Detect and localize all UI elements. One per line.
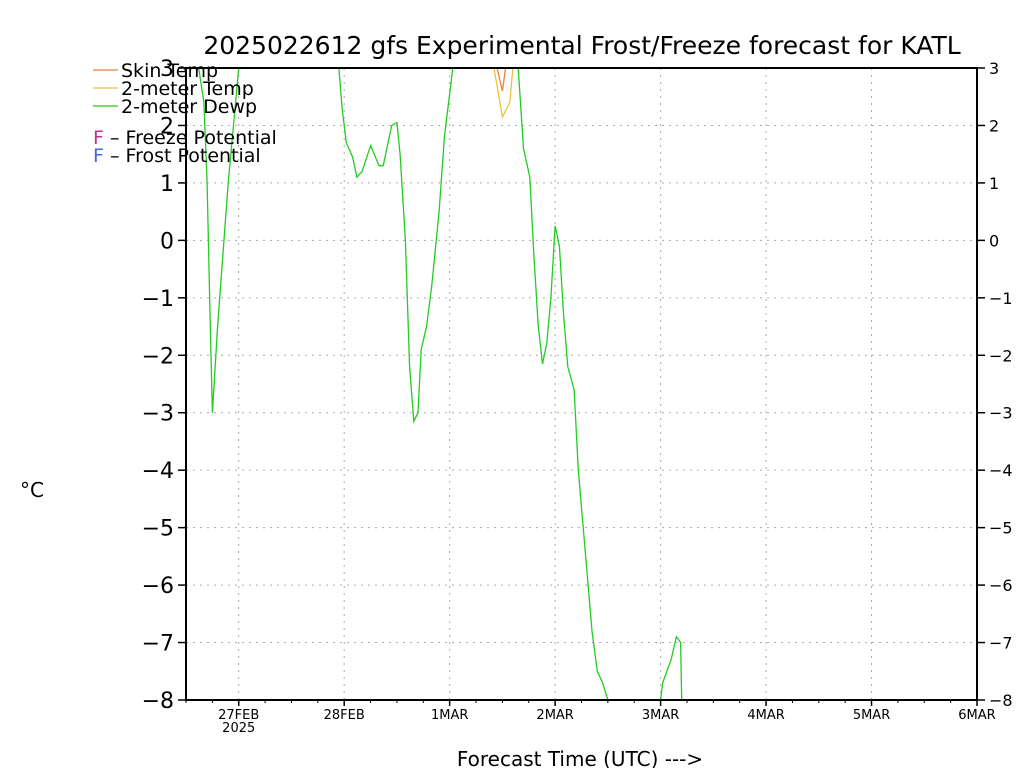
potential-legend-text: – Freeze Potential [104, 127, 277, 149]
x-tick-label: 6MAR [958, 708, 995, 723]
y-tick-label-right: −8 [989, 691, 1013, 710]
x-tick-label: 3MAR [642, 708, 679, 723]
x-tick-label: 2MAR [536, 708, 573, 723]
series-line-skin-temp [496, 68, 507, 92]
y-tick-label: 1 [160, 172, 174, 197]
potential-legend-letter: F [93, 127, 104, 149]
y-tick-label-right: −4 [989, 461, 1013, 480]
legend-entry: 2-meter Temp [121, 78, 254, 100]
plot-frame [185, 67, 978, 701]
x-tick-label: 1MAR [431, 708, 468, 723]
x-tick-label: 4MAR [747, 708, 784, 723]
y-tick-label-right: 0 [989, 231, 999, 250]
chart-title: 2025022612 gfs Experimental Frost/Freeze… [203, 31, 960, 60]
series-line-2-meter-dewp [338, 68, 454, 424]
series-line-2-meter-dewp [659, 635, 683, 700]
series-line-2-meter-dewp [198, 68, 240, 413]
x-axis-label: Forecast Time (UTC) ---> [457, 747, 703, 768]
y-tick-label-right: −7 [989, 634, 1013, 653]
y-tick-label: −8 [142, 689, 174, 714]
y-tick-label: −4 [142, 459, 174, 484]
potential-legend-entry: F – Freeze Potential [93, 127, 277, 149]
potential-legend-entry: F – Frost Potential [93, 145, 261, 167]
y-tick-label: 3 [160, 57, 174, 82]
y-tick-label-right: −6 [989, 576, 1013, 595]
y-tick-label-right: 1 [989, 174, 999, 193]
legend-entry: 2-meter Dewp [121, 96, 257, 118]
y-tick-label: −1 [142, 287, 174, 312]
y-axis-ticks: 3 3 2 2 1 1 0 0 −1 −1 −2 −2 −3 −3 −4 −4 −5 −5 −6 −6 −7 −7 −8 −8 [142, 57, 1013, 714]
potential-legend-letter: F [93, 145, 104, 167]
y-tick-label: −3 [142, 402, 174, 427]
y-tick-label: −2 [142, 344, 174, 369]
legend-entry: Skin Temp [121, 60, 218, 82]
x-tick-label: 28FEB [324, 708, 365, 723]
y-tick-label-right: −5 [989, 519, 1013, 538]
y-tick-label-right: −3 [989, 404, 1013, 423]
y-tick-label: 0 [160, 229, 174, 254]
y-tick-label-right: −1 [989, 289, 1013, 308]
potential-legend-text: – Frost Potential [104, 145, 261, 167]
x-tick-label: 5MAR [853, 708, 890, 723]
y-tick-label: 2 [160, 114, 174, 139]
series-line-2-meter-dewp [517, 68, 609, 700]
x-tick-label: 27FEB [218, 708, 259, 723]
y-tick-label: −7 [142, 632, 174, 657]
grid-lines [186, 68, 977, 700]
series-lines [198, 68, 683, 700]
series-line-2-meter-temp [493, 68, 514, 119]
x-tick-sublabel: 2025 [222, 721, 255, 736]
y-tick-label-right: 3 [989, 59, 999, 78]
y-tick-label-right: 2 [989, 116, 999, 135]
y-tick-label-right: −2 [989, 346, 1013, 365]
y-tick-label: −6 [142, 574, 174, 599]
y-axis-label: °C [20, 478, 44, 502]
y-tick-label: −5 [142, 517, 174, 542]
